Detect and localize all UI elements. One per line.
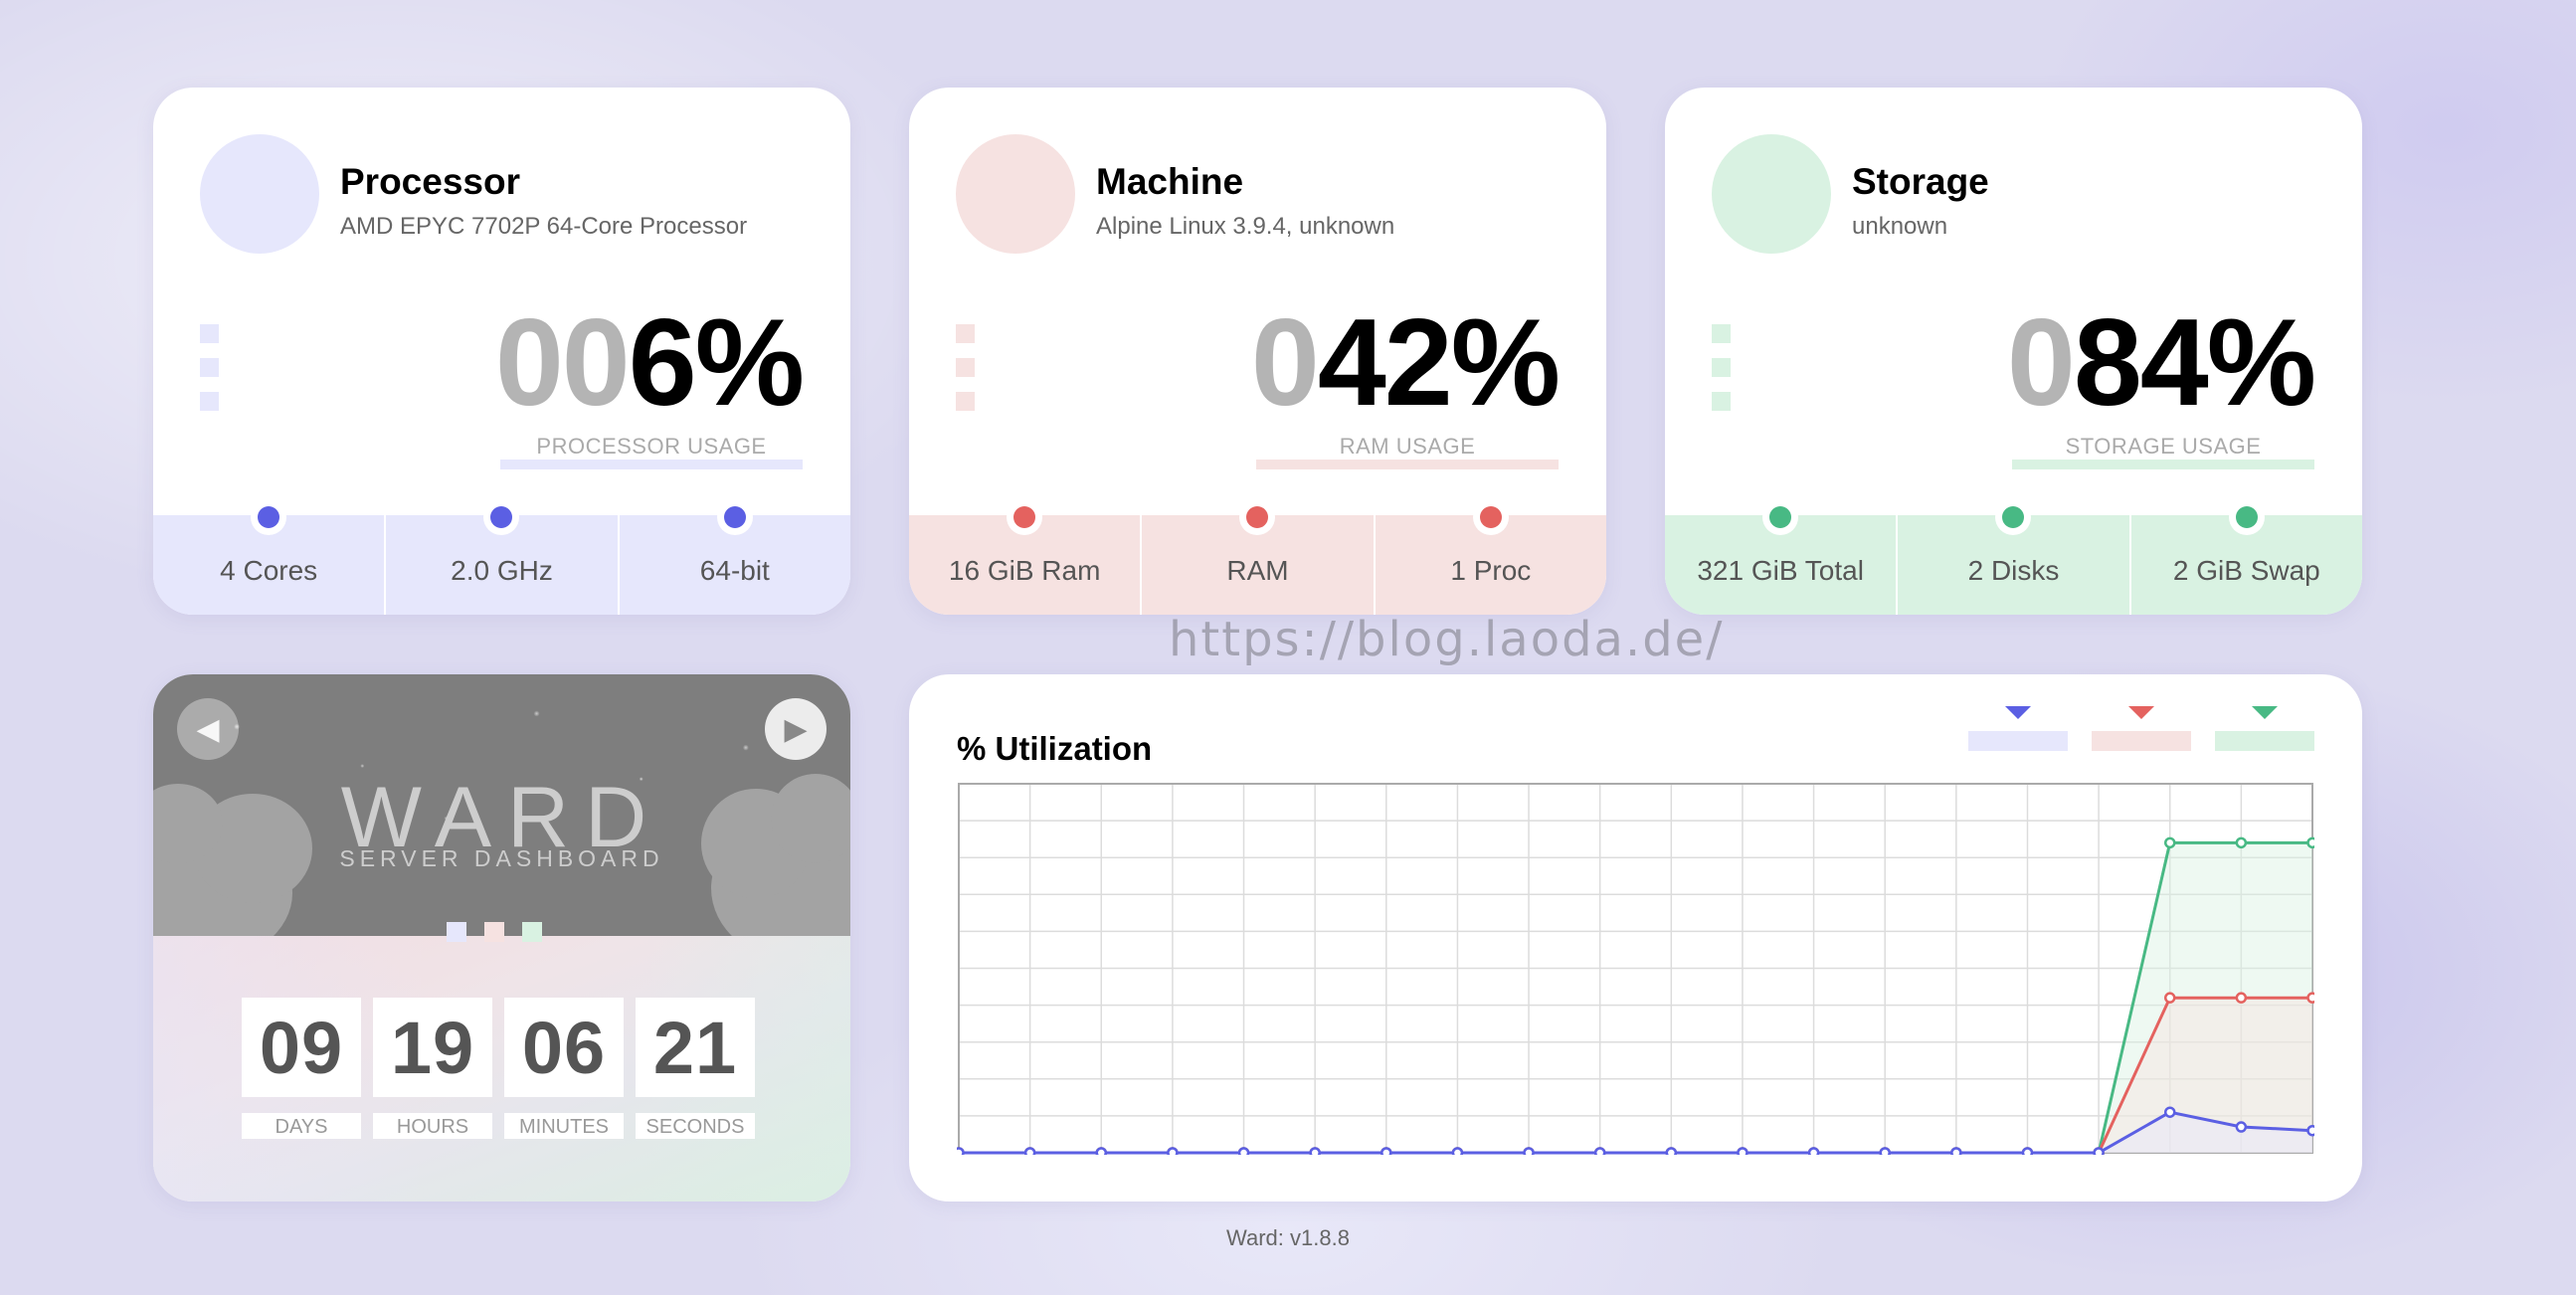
- usage-percent: 084%: [2006, 294, 2316, 432]
- card-title: Processor: [340, 161, 520, 202]
- legend-item-blue: [1968, 706, 2068, 751]
- data-point-0-0: [957, 1147, 965, 1155]
- mini-bars: [956, 324, 976, 426]
- utilization-chart-card: % Utilization: [909, 674, 2362, 1202]
- dot-icon: [2002, 506, 2025, 528]
- footer-version: Ward: v1.8.8: [1226, 1225, 1350, 1250]
- selector-red[interactable]: [484, 922, 504, 942]
- data-point-0-10: [1665, 1147, 1678, 1155]
- series-area-1: [959, 998, 2312, 1153]
- stat-ram: RAM: [1140, 499, 1373, 615]
- data-point-1-18: [2235, 992, 2248, 1004]
- usage-percent: 042%: [1250, 294, 1561, 432]
- machine-card: Machine Alpine Linux 3.9.4, unknown 042%…: [909, 88, 1606, 615]
- stats-row: 16 GiB Ram RAM 1 Proc: [909, 499, 1606, 615]
- dot-icon: [1013, 506, 1036, 528]
- dot-icon: [2235, 506, 2258, 528]
- data-point-0-12: [1807, 1147, 1820, 1155]
- card-title: Machine: [1096, 161, 1244, 202]
- data-point-0-4: [1237, 1147, 1250, 1155]
- usage-label: RAM USAGE: [1256, 434, 1559, 469]
- storage-card: Storage unknown 084% STORAGE USAGE 321 G…: [1665, 88, 2362, 615]
- data-point-0-3: [1167, 1147, 1179, 1155]
- stats-row: 4 Cores 2.0 GHz 64-bit: [153, 499, 850, 615]
- legend-item-green: [2215, 706, 2314, 751]
- mini-bars: [200, 324, 220, 426]
- stat-ram-size: 16 GiB Ram: [909, 499, 1140, 615]
- usage-label: PROCESSOR USAGE: [500, 434, 803, 469]
- chart-legend: [1968, 706, 2314, 751]
- dot-icon: [1769, 506, 1792, 528]
- ward-subtitle: SERVER DASHBOARD: [339, 845, 664, 871]
- stat-arch: 64-bit: [617, 499, 850, 615]
- data-point-0-7: [1451, 1147, 1464, 1155]
- chart-title: % Utilization: [957, 730, 1153, 767]
- card-subtitle: unknown: [1852, 213, 1948, 240]
- card-subtitle: AMD EPYC 7702P 64-Core Processor: [340, 213, 748, 240]
- card-subtitle: Alpine Linux 3.9.4, unknown: [1096, 213, 1395, 240]
- stat-procs: 1 Proc: [1373, 499, 1606, 615]
- counter-seconds: 21 SECONDS: [636, 998, 755, 1139]
- data-point-1-19: [2306, 992, 2314, 1004]
- data-point-0-8: [1523, 1147, 1535, 1155]
- triangle-right-icon: ▶: [784, 712, 808, 746]
- series-line-0: [959, 1110, 2313, 1155]
- data-point-0-16: [2093, 1147, 2105, 1155]
- data-point-0-2: [1095, 1147, 1108, 1155]
- series-area-2: [959, 842, 2312, 1153]
- usage-percent: 006%: [494, 294, 805, 432]
- storage-icon: [1712, 134, 1831, 254]
- selector-blue[interactable]: [447, 922, 466, 942]
- stat-cores: 4 Cores: [153, 499, 384, 615]
- prev-button[interactable]: ◀: [177, 698, 239, 760]
- data-point-0-11: [1737, 1147, 1748, 1155]
- dot-icon: [1246, 506, 1269, 528]
- data-point-2-19: [2306, 836, 2314, 849]
- data-point-0-19: [2306, 1124, 2314, 1137]
- processor-icon: [200, 134, 319, 254]
- data-point-0-1: [1023, 1147, 1036, 1155]
- counter-minutes: 06 MINUTES: [504, 998, 624, 1139]
- counter-hours: 19 HOURS: [373, 998, 492, 1139]
- ward-logo: WARD: [340, 770, 663, 865]
- watermark: https://blog.laoda.de/: [1169, 612, 1725, 667]
- card-title: Storage: [1852, 161, 1989, 202]
- data-point-0-17: [2163, 1106, 2176, 1118]
- data-point-0-13: [1879, 1147, 1891, 1155]
- data-point-2-17: [2163, 836, 2176, 849]
- data-point-0-18: [2235, 1121, 2248, 1133]
- dot-icon: [1479, 506, 1502, 528]
- triangle-left-icon: ◀: [196, 712, 220, 746]
- legend-item-red: [2092, 706, 2191, 751]
- selector-green[interactable]: [522, 922, 542, 942]
- stats-row: 321 GiB Total 2 Disks 2 GiB Swap: [1665, 499, 2362, 615]
- data-point-0-14: [1950, 1147, 1962, 1155]
- data-point-1-17: [2163, 992, 2176, 1004]
- stat-swap: 2 GiB Swap: [2128, 499, 2362, 615]
- utilization-plot: [957, 783, 2314, 1155]
- data-point-0-15: [2021, 1147, 2034, 1155]
- data-point-2-18: [2235, 836, 2248, 849]
- dot-icon: [723, 506, 746, 528]
- stat-total: 321 GiB Total: [1665, 499, 1896, 615]
- counter-days: 09 DAYS: [242, 998, 361, 1139]
- theme-selector: [447, 922, 542, 942]
- stat-clock: 2.0 GHz: [384, 499, 617, 615]
- series-line-2: [959, 840, 2312, 1155]
- data-point-0-5: [1309, 1147, 1321, 1155]
- dot-icon: [490, 506, 513, 528]
- processor-card: Processor AMD EPYC 7702P 64-Core Process…: [153, 88, 850, 615]
- data-point-0-9: [1593, 1147, 1606, 1155]
- uptime-hero: ◀ ▶ WARD SERVER DASHBOARD: [153, 674, 850, 936]
- stat-disks: 2 Disks: [1896, 499, 2128, 615]
- usage-label: STORAGE USAGE: [2012, 434, 2314, 469]
- series-area-0: [959, 1112, 2312, 1153]
- dot-icon: [258, 506, 280, 528]
- machine-icon: [956, 134, 1075, 254]
- next-button[interactable]: ▶: [765, 698, 827, 760]
- mini-bars: [1712, 324, 1732, 426]
- series-line-1: [959, 996, 2312, 1155]
- data-point-0-6: [1380, 1147, 1392, 1155]
